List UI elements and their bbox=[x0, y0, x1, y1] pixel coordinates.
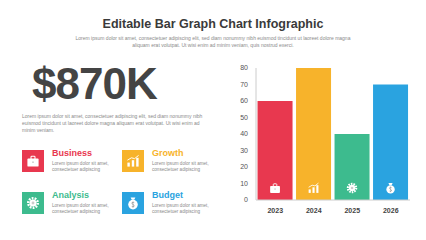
svg-text:10: 10 bbox=[240, 180, 248, 187]
svg-text:50: 50 bbox=[240, 114, 248, 121]
html-text:Analysis: Analysis bbox=[52, 190, 89, 200]
html-text:Lorem ipsum dolor sit amet, co: Lorem ipsum dolor sit amet, consectetuer… bbox=[152, 161, 209, 172]
html-text:Lorem ipsum dolor sit amet, co: Lorem ipsum dolor sit amet, consectetuer… bbox=[152, 203, 209, 214]
html-text:Editable Bar Graph Chart Infog: Editable Bar Graph Chart Infographic bbox=[102, 17, 324, 31]
svg-text:30: 30 bbox=[240, 147, 248, 154]
svg-text:2024: 2024 bbox=[306, 207, 322, 214]
html-text:Lorem ipsum dolor sit amet, co: Lorem ipsum dolor sit amet, consectetuer… bbox=[22, 113, 203, 133]
svg-text:20: 20 bbox=[240, 163, 248, 170]
html-text:Business: Business bbox=[52, 148, 92, 158]
html-text:Lorem ipsum dolor sit amet, co: Lorem ipsum dolor sit amet, consectetuer… bbox=[75, 35, 351, 48]
svg-text:2023: 2023 bbox=[267, 207, 283, 214]
html-text:Lorem ipsum dolor sit amet, co: Lorem ipsum dolor sit amet, consectetuer… bbox=[52, 161, 109, 172]
svg-text:2025: 2025 bbox=[344, 207, 360, 214]
html-text:Lorem ipsum dolor sit amet, co: Lorem ipsum dolor sit amet, consectetuer… bbox=[52, 203, 109, 214]
html-text:Growth: Growth bbox=[152, 148, 184, 158]
html-text:$870K: $870K bbox=[32, 59, 157, 108]
svg-text:40: 40 bbox=[240, 130, 248, 137]
svg-text:60: 60 bbox=[240, 97, 248, 104]
svg-text:2026: 2026 bbox=[383, 207, 399, 214]
svg-text:80: 80 bbox=[240, 64, 248, 71]
svg-text:0: 0 bbox=[244, 196, 248, 203]
html-text:Budget: Budget bbox=[152, 190, 183, 200]
svg-text:70: 70 bbox=[240, 81, 248, 88]
